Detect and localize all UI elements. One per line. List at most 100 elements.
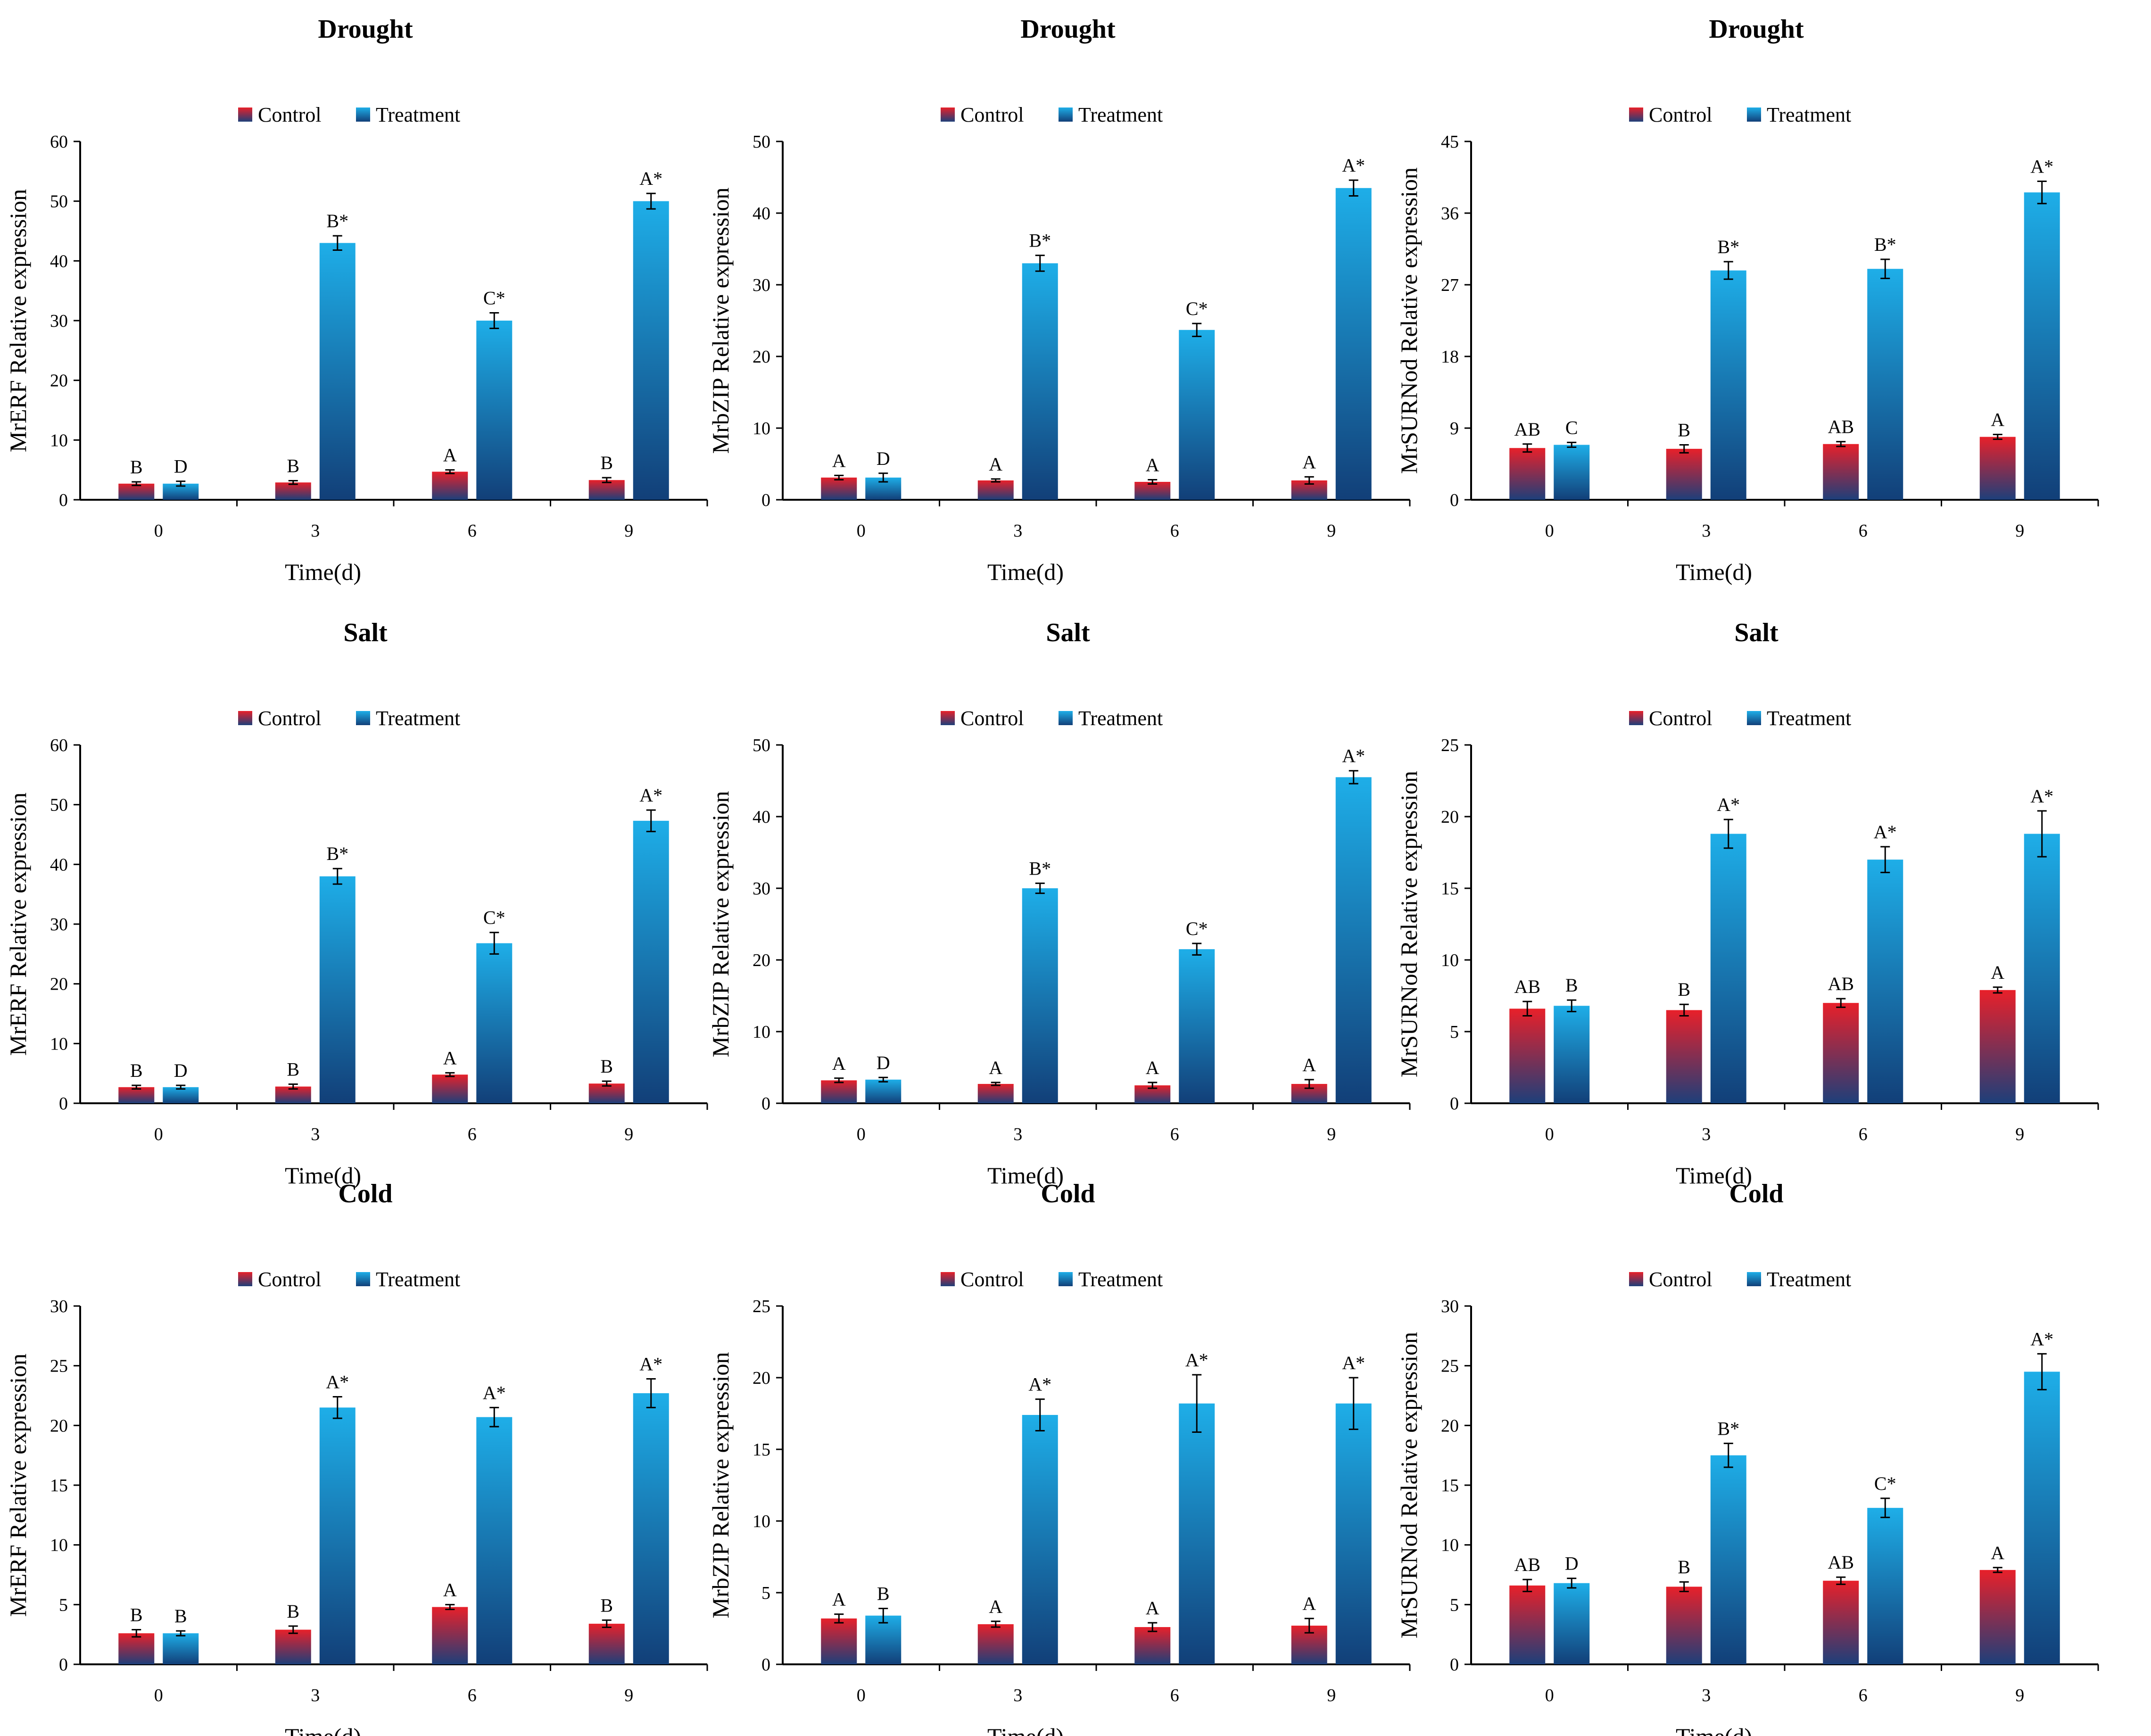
- legend-swatch-treatment: [1747, 107, 1761, 122]
- significance-label: C*: [483, 288, 505, 309]
- significance-label: A: [989, 1057, 1002, 1078]
- y-tick-label: 10: [1441, 951, 1459, 970]
- bar-control: [1509, 1585, 1546, 1664]
- y-tick-label: 60: [50, 736, 68, 755]
- significance-label: A: [1302, 1054, 1316, 1075]
- legend-swatch-treatment: [1747, 711, 1761, 725]
- significance-label: B: [174, 1605, 187, 1627]
- legend-label-control: Control: [258, 1268, 321, 1291]
- y-tick-label: 10: [1441, 1536, 1459, 1555]
- legend-label-treatment: Treatment: [1767, 1268, 1851, 1291]
- x-tick-label: 6: [468, 1124, 477, 1144]
- legend-label-control: Control: [960, 1268, 1024, 1291]
- legend-swatch-treatment: [1059, 711, 1073, 725]
- bar-treatment: [1179, 949, 1215, 1103]
- bar-treatment: [1554, 1006, 1590, 1103]
- x-axis-label: Time(d): [987, 1723, 1064, 1736]
- significance-label: A: [1302, 451, 1316, 472]
- significance-label: A: [443, 445, 457, 466]
- y-tick-label: 40: [753, 204, 770, 223]
- significance-label: C: [1565, 417, 1578, 438]
- y-tick-label: 30: [753, 879, 770, 899]
- bar-treatment: [1554, 445, 1590, 500]
- y-tick-label: 20: [753, 951, 770, 970]
- significance-label: D: [877, 448, 890, 469]
- bar-control: [118, 1633, 155, 1664]
- significance-label: B: [287, 455, 299, 476]
- significance-label: C*: [1874, 1473, 1896, 1494]
- y-tick-label: 30: [50, 1297, 68, 1316]
- x-axis-label: Time(d): [285, 1162, 361, 1189]
- legend-label-treatment: Treatment: [376, 103, 460, 126]
- bar-control: [118, 483, 155, 500]
- significance-label: AB: [1828, 973, 1854, 994]
- significance-label: A: [832, 450, 846, 471]
- significance-label: B*: [1717, 236, 1739, 257]
- significance-label: B: [600, 1056, 613, 1077]
- bar-control: [1979, 437, 2016, 500]
- x-tick-label: 6: [1859, 521, 1868, 541]
- bar-control: [432, 471, 468, 500]
- legend-label-treatment: Treatment: [1767, 103, 1851, 126]
- chart-panel: Cold Control Treatment 0 5 10 15 20 25 MrbZIP Rel…: [707, 1179, 1411, 1736]
- legend-swatch-control: [238, 1272, 252, 1286]
- significance-label: A*: [1874, 821, 1897, 843]
- bar-treatment: [1710, 834, 1746, 1103]
- x-tick-label: 9: [1327, 1124, 1336, 1144]
- x-axis-label: Time(d): [987, 1162, 1064, 1189]
- bar-treatment: [1335, 188, 1372, 500]
- significance-label: B*: [1029, 230, 1051, 251]
- y-tick-label: 5: [1450, 1595, 1459, 1615]
- bar-control: [1509, 1009, 1546, 1103]
- x-tick-label: 9: [2015, 521, 2024, 541]
- bar-control: [1823, 444, 1859, 500]
- significance-label: A: [989, 1596, 1002, 1617]
- x-tick-label: 0: [154, 521, 163, 541]
- y-tick-label: 15: [1441, 879, 1459, 899]
- bar-treatment: [163, 1087, 199, 1103]
- legend-swatch-control: [238, 711, 252, 725]
- x-tick-label: 3: [311, 1124, 320, 1144]
- y-tick-label: 50: [753, 132, 770, 152]
- y-tick-label: 0: [59, 1094, 68, 1114]
- significance-label: A*: [639, 1354, 662, 1375]
- significance-label: B: [1678, 979, 1690, 1000]
- bar-control: [275, 482, 311, 500]
- bar-control: [1134, 482, 1171, 500]
- y-tick-label: 40: [50, 855, 68, 875]
- legend-swatch-control: [1629, 107, 1643, 122]
- legend-label-treatment: Treatment: [1767, 707, 1851, 730]
- bar-control: [1979, 990, 2016, 1103]
- significance-label: B: [877, 1583, 890, 1604]
- significance-label: AB: [1514, 976, 1540, 997]
- bar-treatment: [476, 1417, 513, 1664]
- y-tick-label: 0: [761, 1655, 770, 1675]
- significance-label: B: [130, 456, 143, 478]
- legend-swatch-treatment: [1747, 1272, 1761, 1286]
- bar-control: [1823, 1580, 1859, 1664]
- x-tick-label: 0: [1545, 521, 1554, 541]
- y-axis-label: MrSURNod Relative expression: [1396, 771, 1422, 1077]
- y-tick-label: 10: [50, 430, 68, 450]
- significance-label: A: [832, 1589, 846, 1610]
- x-tick-label: 9: [1327, 1686, 1336, 1705]
- y-axis-label: MrERF Relative expression: [5, 1354, 31, 1617]
- bar-treatment: [163, 1633, 199, 1664]
- bar-treatment: [1179, 1403, 1215, 1664]
- legend-swatch-treatment: [1059, 107, 1073, 122]
- y-tick-label: 0: [761, 490, 770, 510]
- bar-treatment: [476, 321, 513, 500]
- bar-control: [821, 477, 857, 500]
- significance-label: AB: [1514, 419, 1540, 440]
- legend-label-control: Control: [1649, 103, 1712, 126]
- y-tick-label: 0: [1450, 490, 1459, 510]
- bar-control: [1509, 448, 1546, 500]
- y-tick-label: 20: [50, 975, 68, 994]
- legend-label-control: Control: [1649, 1268, 1712, 1291]
- x-tick-label: 9: [624, 1124, 633, 1144]
- bar-treatment: [865, 1079, 902, 1103]
